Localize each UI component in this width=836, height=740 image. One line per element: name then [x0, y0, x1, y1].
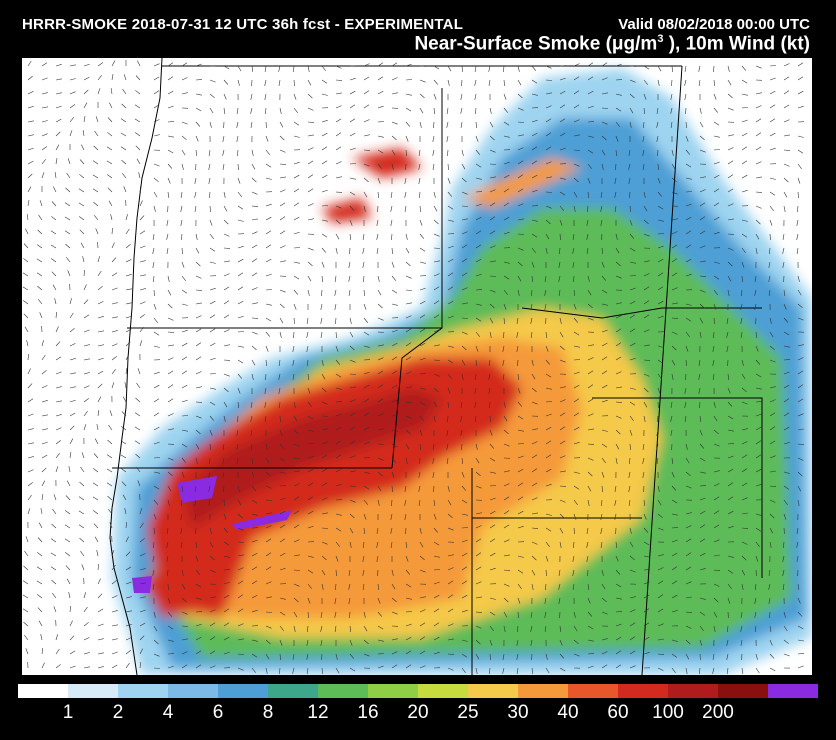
legend-bin-7: [368, 684, 418, 698]
legend-tick-label: 60: [607, 702, 629, 723]
state-boundary-continental: [641, 65, 683, 675]
coastline: [109, 58, 163, 675]
smoke-red-plume-north-1: [352, 148, 422, 178]
legend-bin-4: [218, 684, 268, 698]
legend-bin-14: [718, 684, 768, 698]
legend-bin-12: [618, 684, 668, 698]
legend-bin-15: [768, 684, 818, 698]
smoke-purple-patch-2: [232, 510, 292, 530]
title-superscript: 3: [657, 33, 664, 45]
title-tail: ), 10m Wind (kt): [663, 33, 810, 55]
valid-time-label: Valid 08/02/2018 00:00 UTC: [618, 16, 810, 33]
state-boundary-wyoming: [592, 397, 763, 578]
legend-tick-label: 40: [557, 702, 579, 723]
legend-bin-8: [418, 684, 468, 698]
legend-bin-11: [568, 684, 618, 698]
legend-tick-label: 6: [212, 702, 224, 723]
legend-bin-0: [18, 684, 68, 698]
smoke-map: [22, 58, 812, 675]
legend-tick-label: 16: [357, 702, 379, 723]
legend-bin-1: [68, 684, 118, 698]
smoke-red-plume-north-2: [322, 198, 372, 223]
title-main: Near-Surface Smoke (μg/m: [414, 33, 658, 55]
legend-tick-label: 30: [507, 702, 529, 723]
legend-bin-10: [518, 684, 568, 698]
legend-bin-9: [468, 684, 518, 698]
forecast-run-label: HRRR-SMOKE 2018-07-31 12 UTC 36h fcst - …: [22, 16, 464, 33]
smoke-purple-patch-1: [177, 476, 217, 503]
legend-bin-2: [118, 684, 168, 698]
color-scale-ticks: 1 2 4 6 8 12 16 20 25 30 40 60 100 200: [18, 702, 818, 728]
legend-tick-label: 4: [162, 702, 174, 723]
legend-tick-label: 25: [457, 702, 479, 723]
smoke-red-sw-cluster: [142, 558, 222, 618]
legend-tick-label: 12: [307, 702, 329, 723]
smoke-orange-plume-ne: [462, 158, 582, 208]
state-boundary-idaho-west: [391, 88, 443, 469]
legend-tick-label: 2: [112, 702, 124, 723]
legend-bin-13: [668, 684, 718, 698]
wind-barbs-layer: [22, 60, 805, 675]
color-scale-bar: [18, 684, 818, 698]
legend-bin-3: [168, 684, 218, 698]
state-boundary-montana-south: [521, 307, 762, 319]
smoke-purple-patch-3: [132, 576, 152, 593]
smoke-map-canvas: [22, 58, 812, 675]
legend-bin-6: [318, 684, 368, 698]
map-title: Near-Surface Smoke (μg/m3 ), 10m Wind (k…: [414, 33, 810, 55]
smoke-red-region: [147, 358, 522, 618]
legend-bin-5: [268, 684, 318, 698]
legend-tick-label: 20: [407, 702, 429, 723]
legend-tick-label: 1: [62, 702, 74, 723]
smoke-darkred-region: [182, 388, 442, 528]
legend-tick-label: 100: [652, 702, 684, 723]
legend-tick-label: 200: [702, 702, 734, 723]
legend-tick-label: 8: [262, 702, 274, 723]
